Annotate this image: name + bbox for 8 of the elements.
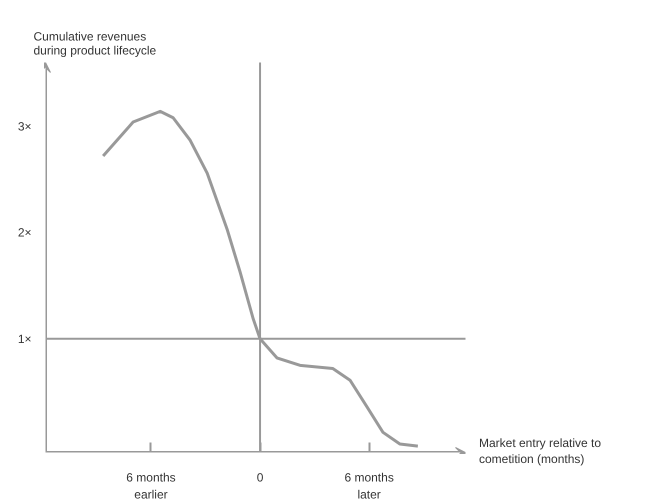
x-axis-title: Market entry relative to cometition (months)	[479, 436, 602, 468]
y-tick-label: 2×	[18, 226, 32, 240]
y-tick-label: 3×	[18, 119, 32, 134]
y-tick-label: 1×	[18, 332, 32, 346]
x-tick-label: 6 months later	[344, 470, 394, 502]
x-tick-label: 0	[256, 470, 264, 484]
x-tick-label: 6 months earlier	[126, 470, 176, 502]
chart-title: Cumulative revenues during product lifecycle	[34, 30, 157, 58]
